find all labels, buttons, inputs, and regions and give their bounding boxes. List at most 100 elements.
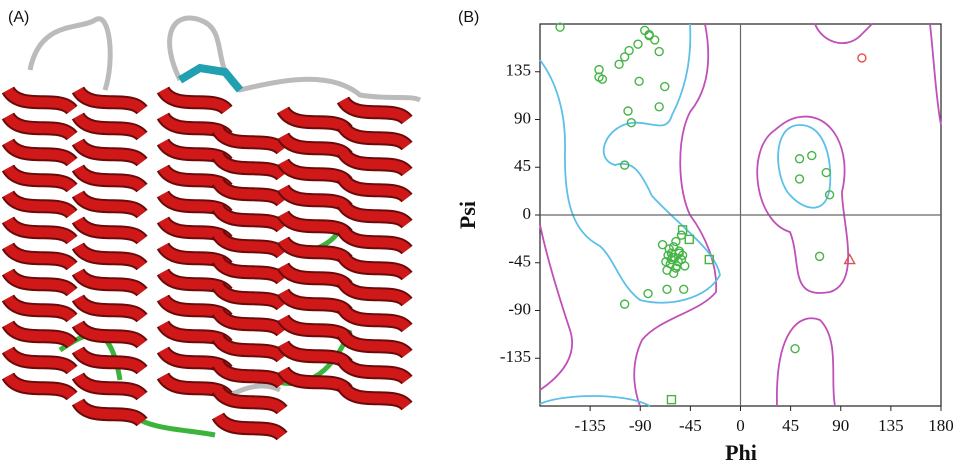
point (619, 299, 630, 309)
helix-turn (213, 126, 286, 154)
helix-turn (3, 268, 76, 296)
helix-turn (73, 268, 146, 296)
x-tick-label: 180 (928, 416, 954, 435)
helix-turn (213, 230, 286, 258)
helix-turn (338, 226, 411, 254)
helix-turn (213, 360, 286, 388)
point (666, 394, 677, 405)
helix-turn (278, 184, 351, 212)
point (619, 160, 630, 170)
point (657, 240, 668, 250)
x-axis-label: Phi (725, 440, 757, 465)
y-axis-label: Psi (455, 201, 480, 229)
point (684, 234, 694, 245)
x-tick-label: 0 (736, 416, 745, 435)
helix-turn (278, 314, 351, 342)
panel-label: (B) (458, 9, 479, 26)
helix-turn (278, 158, 351, 186)
point (674, 248, 684, 258)
helix-turn (73, 242, 146, 270)
helix-turn (73, 216, 146, 244)
helix-turn (3, 112, 76, 140)
panel-label: (A) (8, 9, 29, 26)
helix-turn (73, 372, 146, 400)
point (857, 53, 867, 63)
helix-turn (73, 190, 146, 218)
strand (177, 63, 244, 93)
point (555, 22, 565, 32)
point (624, 45, 634, 56)
helix-turn (278, 288, 351, 316)
helix-turn (213, 256, 286, 284)
point (677, 225, 688, 235)
point (680, 261, 690, 271)
helix-turn (73, 320, 146, 348)
point (654, 46, 664, 57)
y-tick-label: 90 (514, 108, 531, 127)
helix-turn (158, 86, 231, 114)
contour (539, 395, 651, 407)
point (794, 174, 805, 184)
point (662, 284, 672, 294)
helix-turn (73, 346, 146, 374)
helix-turn (213, 308, 286, 336)
point (660, 81, 670, 92)
helix-turn (3, 320, 76, 348)
loop (167, 15, 422, 103)
helix-turn (3, 216, 76, 244)
helix-turn (338, 304, 411, 332)
point (790, 344, 800, 354)
helix-turn (73, 398, 146, 426)
helix-turn (213, 178, 286, 206)
helix-turn (213, 334, 286, 362)
point (650, 35, 660, 45)
helix-turn (73, 294, 146, 322)
helix-turn (73, 112, 146, 140)
point (666, 254, 677, 265)
helix-turn (213, 204, 286, 232)
contour (633, 23, 718, 407)
helix-turn (3, 294, 76, 322)
helix-turn (3, 346, 76, 374)
helix-turn (3, 372, 76, 400)
helix-turn (338, 356, 411, 384)
y-tick-label: -135 (500, 347, 531, 366)
y-tick-label: 135 (506, 61, 532, 80)
point (626, 117, 637, 128)
point (614, 59, 624, 70)
helix-turn (338, 252, 411, 280)
point (821, 167, 831, 178)
point (623, 106, 633, 116)
helix-turn (338, 200, 411, 228)
helix-turn (3, 164, 76, 192)
point (633, 39, 643, 49)
helix-turn (73, 138, 146, 166)
contour (539, 224, 573, 391)
x-tick-label: -135 (575, 416, 606, 435)
y-tick-label: -90 (508, 299, 531, 318)
point (643, 288, 653, 299)
contour (776, 317, 836, 407)
point (678, 284, 689, 294)
protein-ribbon (1, 15, 422, 442)
contour (777, 124, 832, 209)
helix-turn (278, 366, 351, 394)
helix-turn (338, 382, 411, 410)
point (662, 265, 672, 275)
helix-turn (3, 242, 76, 270)
helix-turn (213, 386, 286, 414)
helix-turn (3, 86, 76, 114)
helix-turn (338, 148, 411, 176)
helix-turn (213, 152, 286, 180)
point (634, 76, 644, 87)
contour (814, 23, 942, 126)
helix-turn (338, 96, 411, 124)
helix-turn (73, 86, 146, 114)
y-tick-label: 45 (514, 156, 531, 175)
contour (539, 23, 721, 304)
helix-turn (278, 262, 351, 290)
helix-turn (278, 340, 351, 368)
point (824, 190, 835, 200)
helix-turn (73, 164, 146, 192)
point (644, 29, 654, 40)
